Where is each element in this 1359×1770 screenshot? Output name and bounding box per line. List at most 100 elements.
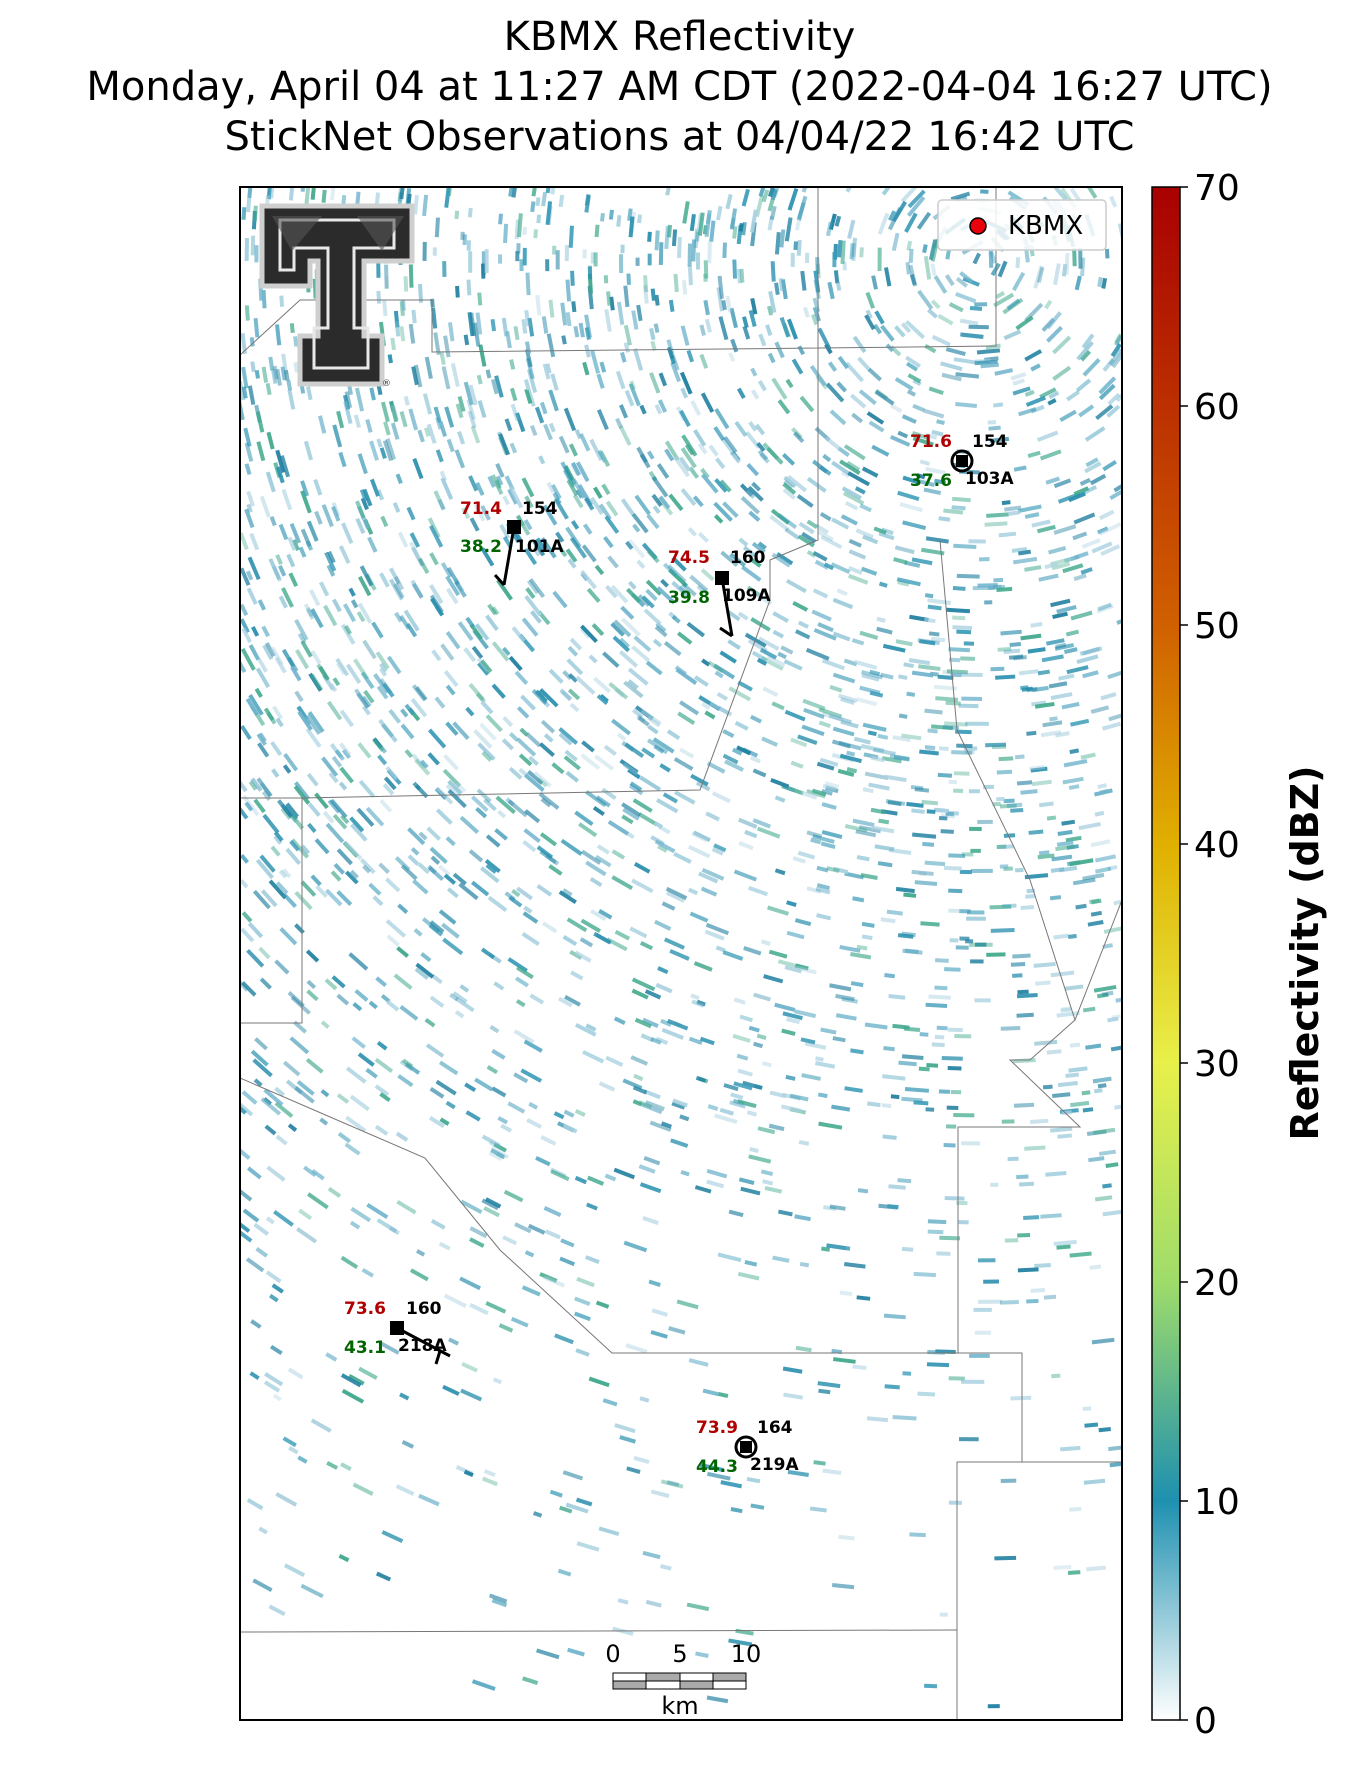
radar-echo xyxy=(714,407,730,430)
radar-echo xyxy=(728,1209,744,1218)
radar-echo xyxy=(260,889,278,908)
radar-echo xyxy=(904,212,918,233)
radar-echo xyxy=(480,547,495,567)
radar-echo xyxy=(925,1107,935,1112)
radar-echo xyxy=(475,692,486,704)
radar-echo xyxy=(1050,692,1073,701)
radar-echo xyxy=(278,595,288,609)
radar-echo xyxy=(868,420,885,433)
radar-echo xyxy=(749,209,758,233)
radar-echo xyxy=(855,528,874,540)
radar-echo xyxy=(620,498,636,517)
radar-echo xyxy=(839,944,861,953)
radar-echo xyxy=(465,1110,481,1122)
radar-echo xyxy=(949,938,959,943)
radar-echo xyxy=(866,1416,889,1423)
radar-echo xyxy=(654,919,672,931)
radar-echo xyxy=(743,946,762,956)
radar-echo xyxy=(627,667,649,686)
radar-echo xyxy=(557,1568,572,1577)
radar-echo xyxy=(1052,1092,1071,1098)
radar-echo xyxy=(980,189,989,194)
radar-echo xyxy=(667,348,675,360)
radar-echo xyxy=(273,835,283,845)
radar-echo xyxy=(862,722,887,732)
radar-echo xyxy=(826,1243,851,1251)
radar-echo xyxy=(321,504,334,528)
radar-echo xyxy=(832,726,855,737)
radar-echo xyxy=(394,320,401,337)
radar-echo xyxy=(565,1502,589,1514)
radar-echo xyxy=(822,1468,842,1475)
radar-echo xyxy=(746,585,761,597)
radar-echo xyxy=(861,934,873,941)
radar-echo xyxy=(1110,1045,1122,1052)
radar-echo xyxy=(836,381,848,393)
radar-echo xyxy=(428,923,444,937)
radar-echo xyxy=(497,1116,509,1125)
radar-echo xyxy=(660,1018,672,1027)
radar-echo xyxy=(717,705,733,717)
radar-echo xyxy=(266,1165,286,1182)
radar-echo xyxy=(409,541,419,555)
radar-echo xyxy=(614,1423,636,1434)
radar-echo xyxy=(248,780,258,791)
radar-echo xyxy=(433,332,441,355)
radar-echo xyxy=(783,1392,804,1400)
radar-echo xyxy=(859,503,872,513)
radar-echo xyxy=(1091,1337,1115,1345)
radar-echo xyxy=(248,693,264,716)
radar-echo xyxy=(379,667,388,677)
radar-echo xyxy=(454,1010,465,1019)
radar-echo xyxy=(699,1463,724,1473)
radar-echo xyxy=(751,481,762,492)
radar-echo xyxy=(782,1011,803,1021)
radar-echo xyxy=(998,531,1017,538)
radar-echo xyxy=(326,700,343,721)
radar-echo xyxy=(438,1241,451,1251)
station-109A: 74.5 160 39.8 109A xyxy=(668,548,771,638)
radar-echo xyxy=(523,828,541,844)
radar-echo xyxy=(749,1146,759,1154)
radar-echo xyxy=(969,826,982,832)
radar-echo xyxy=(608,209,615,220)
radar-echo xyxy=(386,655,402,675)
radar-echo xyxy=(753,1041,764,1049)
radar-echo xyxy=(270,741,283,757)
radar-echo xyxy=(289,1036,310,1055)
radar-echo xyxy=(888,1184,906,1190)
radar-echo xyxy=(829,684,843,693)
radar-echo xyxy=(560,838,583,856)
radar-echo xyxy=(533,771,552,788)
radar-echo xyxy=(913,1271,937,1278)
radar-echo xyxy=(523,519,533,531)
radar-echo xyxy=(760,939,771,946)
radar-echo xyxy=(1042,720,1063,728)
radar-echo xyxy=(1113,481,1122,493)
radar-echo xyxy=(664,440,680,461)
radar-echo xyxy=(832,631,851,642)
radar-echo xyxy=(461,1362,478,1373)
radar-echo xyxy=(496,578,513,601)
radar-echo xyxy=(468,683,485,701)
radar-echo xyxy=(948,647,970,653)
radar-echo xyxy=(1087,920,1104,927)
radar-echo xyxy=(602,1398,618,1407)
radar-echo xyxy=(300,844,311,855)
radar-echo xyxy=(945,700,961,706)
radar-echo xyxy=(797,201,806,221)
radar-echo xyxy=(568,225,574,248)
radar-echo xyxy=(953,1112,975,1118)
radar-echo xyxy=(795,965,817,975)
radar-echo xyxy=(379,799,393,813)
radar-echo xyxy=(831,517,850,530)
radar-echo xyxy=(257,742,270,758)
radar-echo xyxy=(737,1099,757,1109)
radar-echo xyxy=(723,436,738,454)
radar-echo xyxy=(438,1060,459,1076)
radar-echo xyxy=(943,865,962,871)
radar-echo xyxy=(455,403,464,419)
radar-echo xyxy=(1095,404,1114,421)
radar-echo xyxy=(293,336,299,347)
radar-echo xyxy=(271,705,284,720)
